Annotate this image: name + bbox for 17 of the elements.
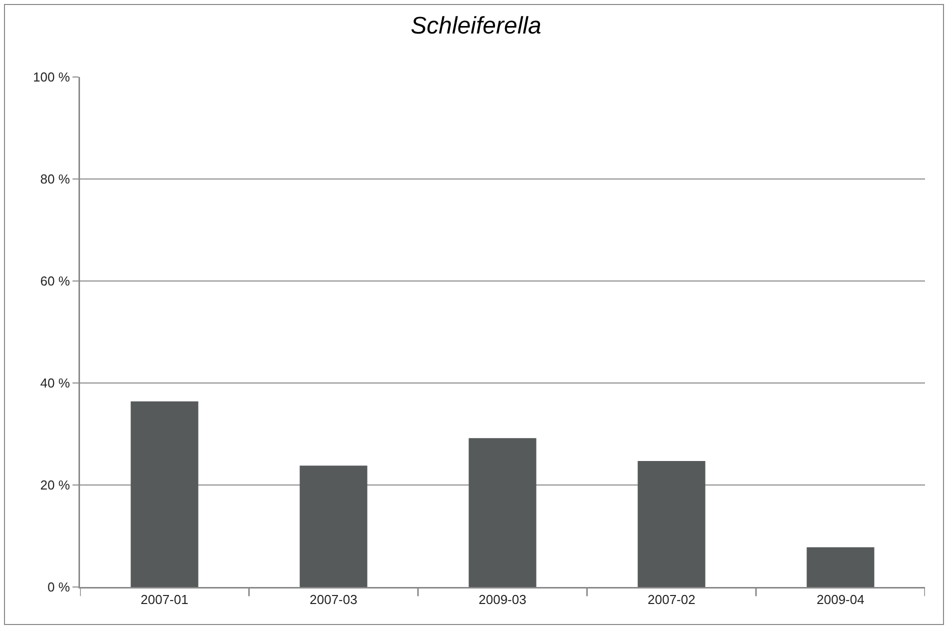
chart-title: Schleiferella — [410, 12, 542, 40]
x-tick-label: 2009-04 — [816, 592, 864, 608]
y-tick-label: 20 % — [40, 478, 70, 493]
x-tick-label: 2007-02 — [648, 592, 696, 608]
y-tick-label: 60 % — [40, 274, 70, 289]
bar — [468, 438, 536, 587]
x-tick-label: 2009-03 — [478, 592, 526, 608]
y-tick-label: 0 % — [47, 580, 70, 595]
x-tick-label: 2007-03 — [310, 592, 358, 608]
bar — [300, 466, 368, 587]
y-tick-label: 100 % — [33, 70, 70, 85]
x-tick-label: 2007-01 — [140, 592, 188, 608]
y-tick-label: 80 % — [40, 172, 70, 187]
bar — [806, 547, 874, 587]
bar — [130, 401, 198, 587]
bar — [638, 461, 706, 587]
y-tick-label: 40 % — [40, 376, 70, 391]
